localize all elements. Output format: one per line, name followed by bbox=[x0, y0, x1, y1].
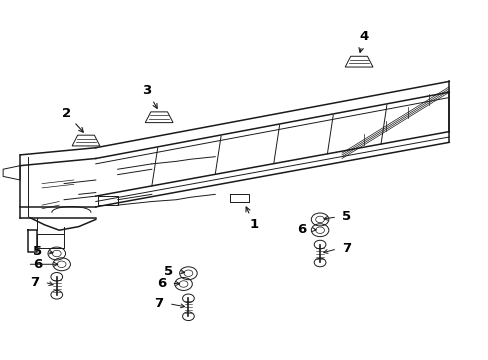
Text: 6: 6 bbox=[297, 223, 306, 236]
Text: 5: 5 bbox=[342, 211, 351, 224]
Text: 4: 4 bbox=[358, 30, 368, 52]
Text: 5: 5 bbox=[164, 265, 173, 278]
Text: 7: 7 bbox=[342, 242, 351, 255]
Text: 6: 6 bbox=[157, 277, 166, 290]
Text: 5: 5 bbox=[33, 245, 42, 258]
Text: 1: 1 bbox=[245, 207, 258, 231]
Text: 2: 2 bbox=[62, 107, 83, 132]
Text: 7: 7 bbox=[154, 297, 163, 310]
Text: 6: 6 bbox=[33, 258, 42, 271]
Text: 7: 7 bbox=[30, 276, 40, 289]
Text: 3: 3 bbox=[142, 84, 157, 108]
